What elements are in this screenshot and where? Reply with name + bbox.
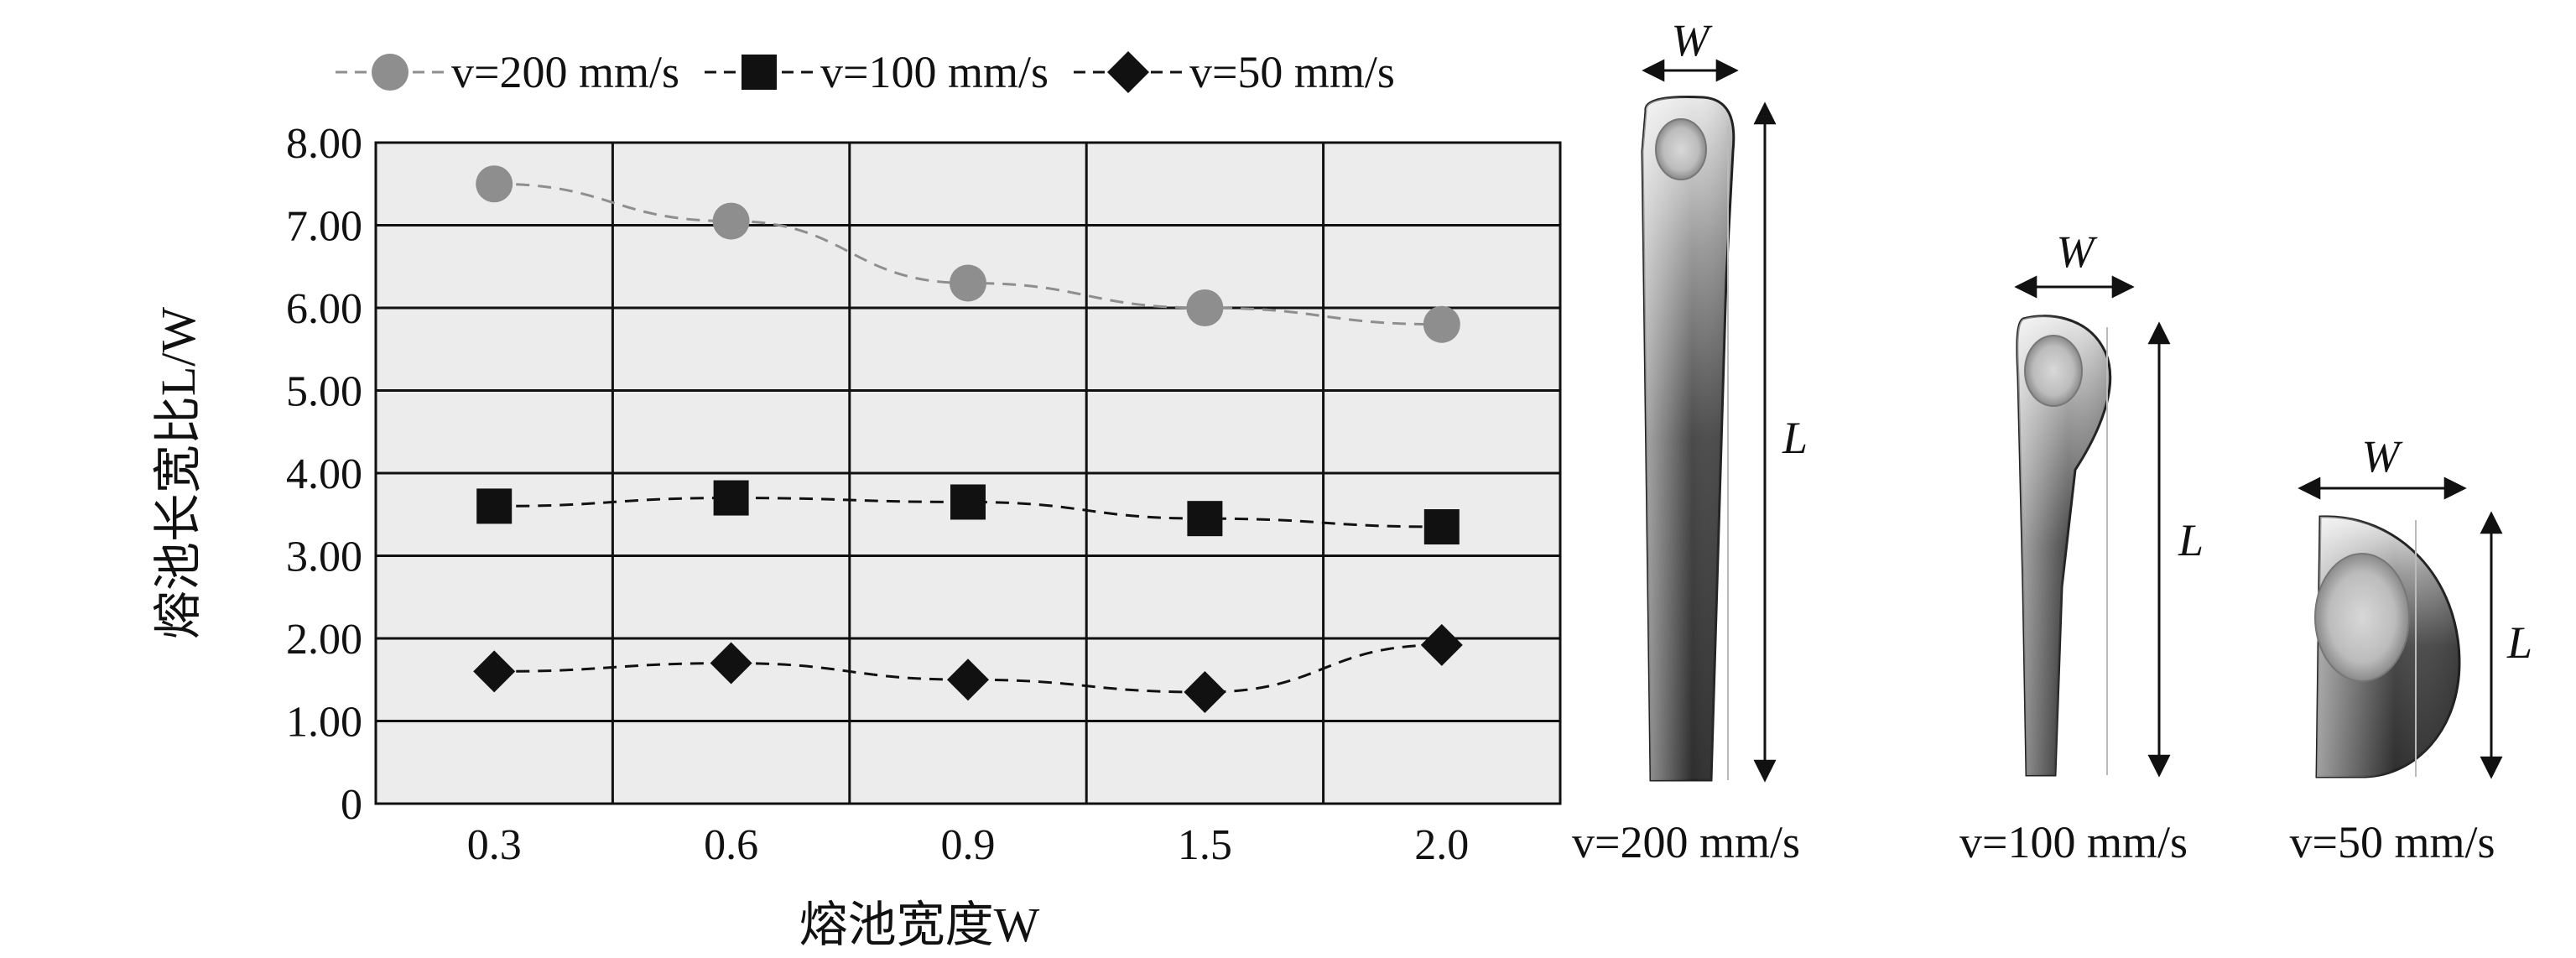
aspect-ratio-chart: 0 1.00 2.00 3.00 4.00 5.00 6.00 7.00 8.00 0.3 0.6… bbox=[151, 47, 1562, 952]
melt-pool-200-width-label: W bbox=[1672, 15, 1714, 65]
data-point bbox=[1420, 623, 1463, 666]
y-tick-label: 4.00 bbox=[286, 450, 362, 498]
y-axis-title: 熔池长宽比L/W bbox=[151, 307, 206, 640]
legend: v=200 mm/s v=100 mm/s v=50 mm/s bbox=[336, 47, 1395, 97]
x-tick-label: 2.0 bbox=[1414, 821, 1469, 869]
melt-pool-200-caption: v=200 mm/s bbox=[1572, 817, 1800, 867]
data-point bbox=[1184, 671, 1226, 714]
data-point bbox=[1186, 289, 1224, 326]
melt-pool-200-core bbox=[1655, 118, 1707, 180]
melt-pool-100: W L v=100 mm/s bbox=[1959, 226, 2204, 867]
y-tick-label: 1.00 bbox=[286, 699, 362, 747]
legend-item: v=100 mm/s bbox=[704, 47, 1049, 97]
melt-pool-100-shading bbox=[2017, 315, 2110, 775]
data-point bbox=[473, 650, 516, 693]
series-layer bbox=[473, 165, 1463, 714]
x-tick-label: 0.3 bbox=[467, 821, 522, 869]
legend-label: v=200 mm/s bbox=[451, 47, 679, 97]
melt-pool-100-width-label: W bbox=[2057, 226, 2099, 277]
legend-marker bbox=[1106, 51, 1149, 93]
legend-marker bbox=[372, 54, 409, 91]
x-tick-labels: 0.3 0.6 0.9 1.5 2.0 bbox=[467, 821, 1470, 869]
data-point bbox=[712, 202, 750, 240]
y-tick-label: 3.00 bbox=[286, 534, 362, 581]
y-tick-label: 5.00 bbox=[286, 368, 362, 416]
melt-pool-200-length-label: L bbox=[1782, 413, 1808, 463]
melt-pool-50-caption: v=50 mm/s bbox=[2290, 817, 2495, 867]
melt-pool-50-length-label: L bbox=[2506, 617, 2532, 668]
melt-pool-200-shading bbox=[1642, 96, 1734, 780]
melt-pool-images: W L v=200 mm/s W L v=100 mm/s W L bbox=[1572, 15, 2532, 867]
x-axis-title: 熔池宽度W bbox=[799, 898, 1040, 952]
data-point bbox=[1187, 501, 1223, 537]
data-point bbox=[710, 642, 752, 685]
data-point bbox=[713, 480, 749, 516]
series-diamond bbox=[473, 623, 1463, 714]
legend-item: v=50 mm/s bbox=[1073, 47, 1395, 97]
melt-pool-200: W L v=200 mm/s bbox=[1572, 15, 1808, 867]
melt-pool-50-core bbox=[2314, 553, 2410, 682]
data-point bbox=[950, 264, 986, 302]
melt-pool-50-width-label: W bbox=[2362, 431, 2404, 482]
data-point bbox=[476, 488, 513, 524]
legend-label: v=50 mm/s bbox=[1189, 47, 1395, 97]
y-tick-label: 2.00 bbox=[286, 616, 362, 664]
series-line bbox=[494, 643, 1442, 694]
melt-pool-100-length-label: L bbox=[2178, 515, 2204, 565]
legend-item: v=200 mm/s bbox=[336, 47, 679, 97]
y-tick-labels: 0 1.00 2.00 3.00 4.00 5.00 6.00 7.00 8.00 bbox=[286, 120, 362, 829]
legend-label: v=100 mm/s bbox=[820, 47, 1049, 97]
series-square bbox=[476, 480, 1460, 545]
y-tick-label: 0 bbox=[341, 781, 362, 829]
y-tick-label: 8.00 bbox=[286, 120, 362, 168]
melt-pool-100-core bbox=[2024, 335, 2083, 407]
y-tick-label: 7.00 bbox=[286, 203, 362, 251]
series-circle bbox=[476, 165, 1460, 343]
y-tick-label: 6.00 bbox=[286, 285, 362, 333]
series-line bbox=[494, 497, 1442, 528]
x-tick-label: 0.9 bbox=[941, 821, 996, 869]
data-point bbox=[1423, 305, 1460, 343]
data-point bbox=[950, 484, 986, 520]
legend-marker bbox=[741, 55, 777, 90]
x-tick-label: 1.5 bbox=[1178, 821, 1232, 869]
data-point bbox=[1423, 509, 1460, 545]
plot-frame bbox=[374, 141, 1562, 805]
data-point bbox=[947, 659, 989, 701]
data-point bbox=[476, 165, 513, 203]
melt-pool-50: W L v=50 mm/s bbox=[2290, 431, 2533, 867]
melt-pool-100-caption: v=100 mm/s bbox=[1959, 817, 2188, 867]
x-tick-label: 0.6 bbox=[704, 821, 758, 869]
